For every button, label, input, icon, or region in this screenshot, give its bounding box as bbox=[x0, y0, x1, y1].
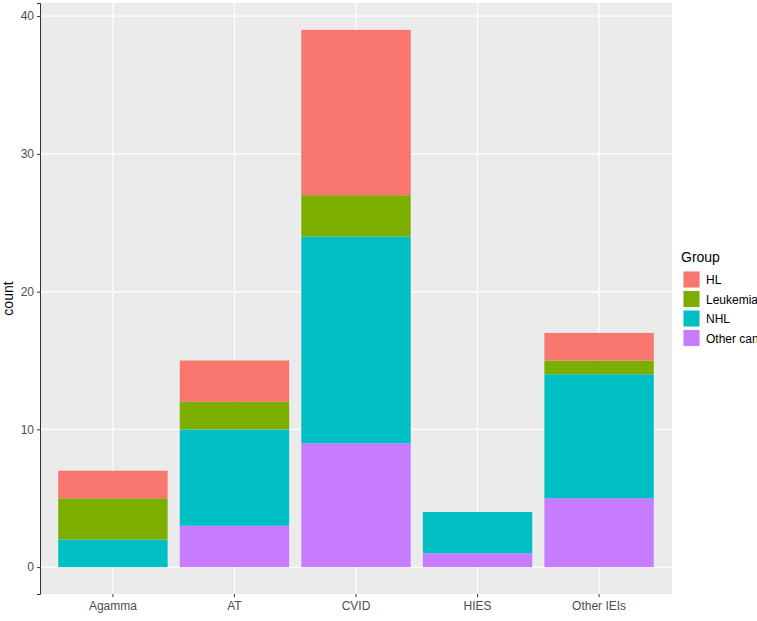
tick-label: 40 bbox=[21, 9, 35, 23]
bar-segment bbox=[544, 360, 653, 374]
bar-segment bbox=[301, 237, 410, 444]
legend-key-bg bbox=[683, 291, 700, 308]
tick: 20 bbox=[21, 285, 40, 299]
series bbox=[58, 30, 654, 498]
x-axis: Agamma AT CVID HIES Other IEIs bbox=[41, 594, 673, 613]
bar-segment bbox=[180, 402, 289, 430]
tick-label: 30 bbox=[21, 147, 35, 161]
tick-label: Agamma bbox=[89, 599, 137, 613]
legend-label: HL bbox=[706, 273, 722, 287]
tick: Agamma bbox=[89, 594, 137, 613]
plot-background bbox=[40, 3, 672, 594]
series bbox=[58, 237, 654, 568]
chart: 0 10 20 30 40 Agamma AT CVID HIES Other IEIs count… bbox=[0, 0, 757, 621]
legend-key bbox=[684, 330, 700, 346]
tick: 10 bbox=[21, 423, 40, 437]
bar-segment bbox=[423, 512, 532, 513]
bars bbox=[58, 30, 654, 567]
legend-title: Group bbox=[681, 249, 720, 265]
legend-label: NHL bbox=[706, 312, 730, 326]
bar-segment bbox=[301, 443, 410, 567]
axis-line bbox=[37, 4, 41, 595]
bar-segment bbox=[544, 498, 653, 567]
bar-segment bbox=[58, 471, 167, 499]
tick-label: 20 bbox=[21, 285, 35, 299]
bar-segment bbox=[180, 526, 289, 567]
tick-mark bbox=[477, 594, 478, 597]
tick: AT bbox=[227, 594, 242, 613]
legend-key-bg bbox=[683, 271, 700, 288]
bar-segment bbox=[423, 512, 532, 513]
bar-segment bbox=[544, 333, 653, 361]
bar-segment bbox=[58, 540, 167, 568]
legend-label: Other cancers bbox=[706, 332, 757, 346]
bar-segment bbox=[423, 553, 532, 567]
legend-key bbox=[684, 311, 700, 327]
tick-mark bbox=[37, 154, 40, 155]
legend-key bbox=[684, 291, 700, 307]
tick-mark bbox=[112, 594, 113, 597]
bar-segment bbox=[423, 512, 532, 553]
legend: Group HL Leukemia NHL Other cancers bbox=[681, 249, 757, 347]
tick: 30 bbox=[21, 147, 40, 161]
tick-mark bbox=[234, 594, 235, 597]
bar-segment bbox=[58, 498, 167, 539]
axis-title: count bbox=[0, 281, 16, 315]
tick-label: 0 bbox=[27, 560, 34, 574]
tick: 0 bbox=[27, 560, 40, 574]
tick-label: AT bbox=[227, 599, 242, 613]
legend-key bbox=[684, 272, 700, 288]
legend-key-bg bbox=[683, 310, 700, 327]
y-axis: 0 10 20 30 40 bbox=[21, 4, 41, 595]
tick-label: Other IEIs bbox=[572, 599, 626, 613]
tick-mark bbox=[37, 292, 40, 293]
bar-segment bbox=[301, 30, 410, 195]
tick-label: HIES bbox=[464, 599, 492, 613]
tick-label: CVID bbox=[342, 599, 371, 613]
tick-mark bbox=[37, 567, 40, 568]
series bbox=[58, 195, 654, 539]
grid bbox=[40, 3, 672, 594]
tick: Other IEIs bbox=[572, 594, 626, 613]
bar-segment bbox=[544, 374, 653, 498]
bar-segment bbox=[180, 429, 289, 525]
tick: HIES bbox=[464, 594, 492, 613]
tick-mark bbox=[37, 429, 40, 430]
tick-mark bbox=[37, 16, 40, 17]
tick-mark bbox=[599, 594, 600, 597]
bar-segment bbox=[180, 360, 289, 401]
tick-mark bbox=[356, 594, 357, 597]
tick: CVID bbox=[342, 594, 371, 613]
tick: 40 bbox=[21, 9, 40, 23]
legend-key-bg bbox=[683, 330, 700, 347]
bar-segment bbox=[301, 195, 410, 236]
grid-line bbox=[477, 3, 478, 594]
legend-label: Leukemia bbox=[706, 293, 757, 307]
tick-label: 10 bbox=[21, 423, 35, 437]
